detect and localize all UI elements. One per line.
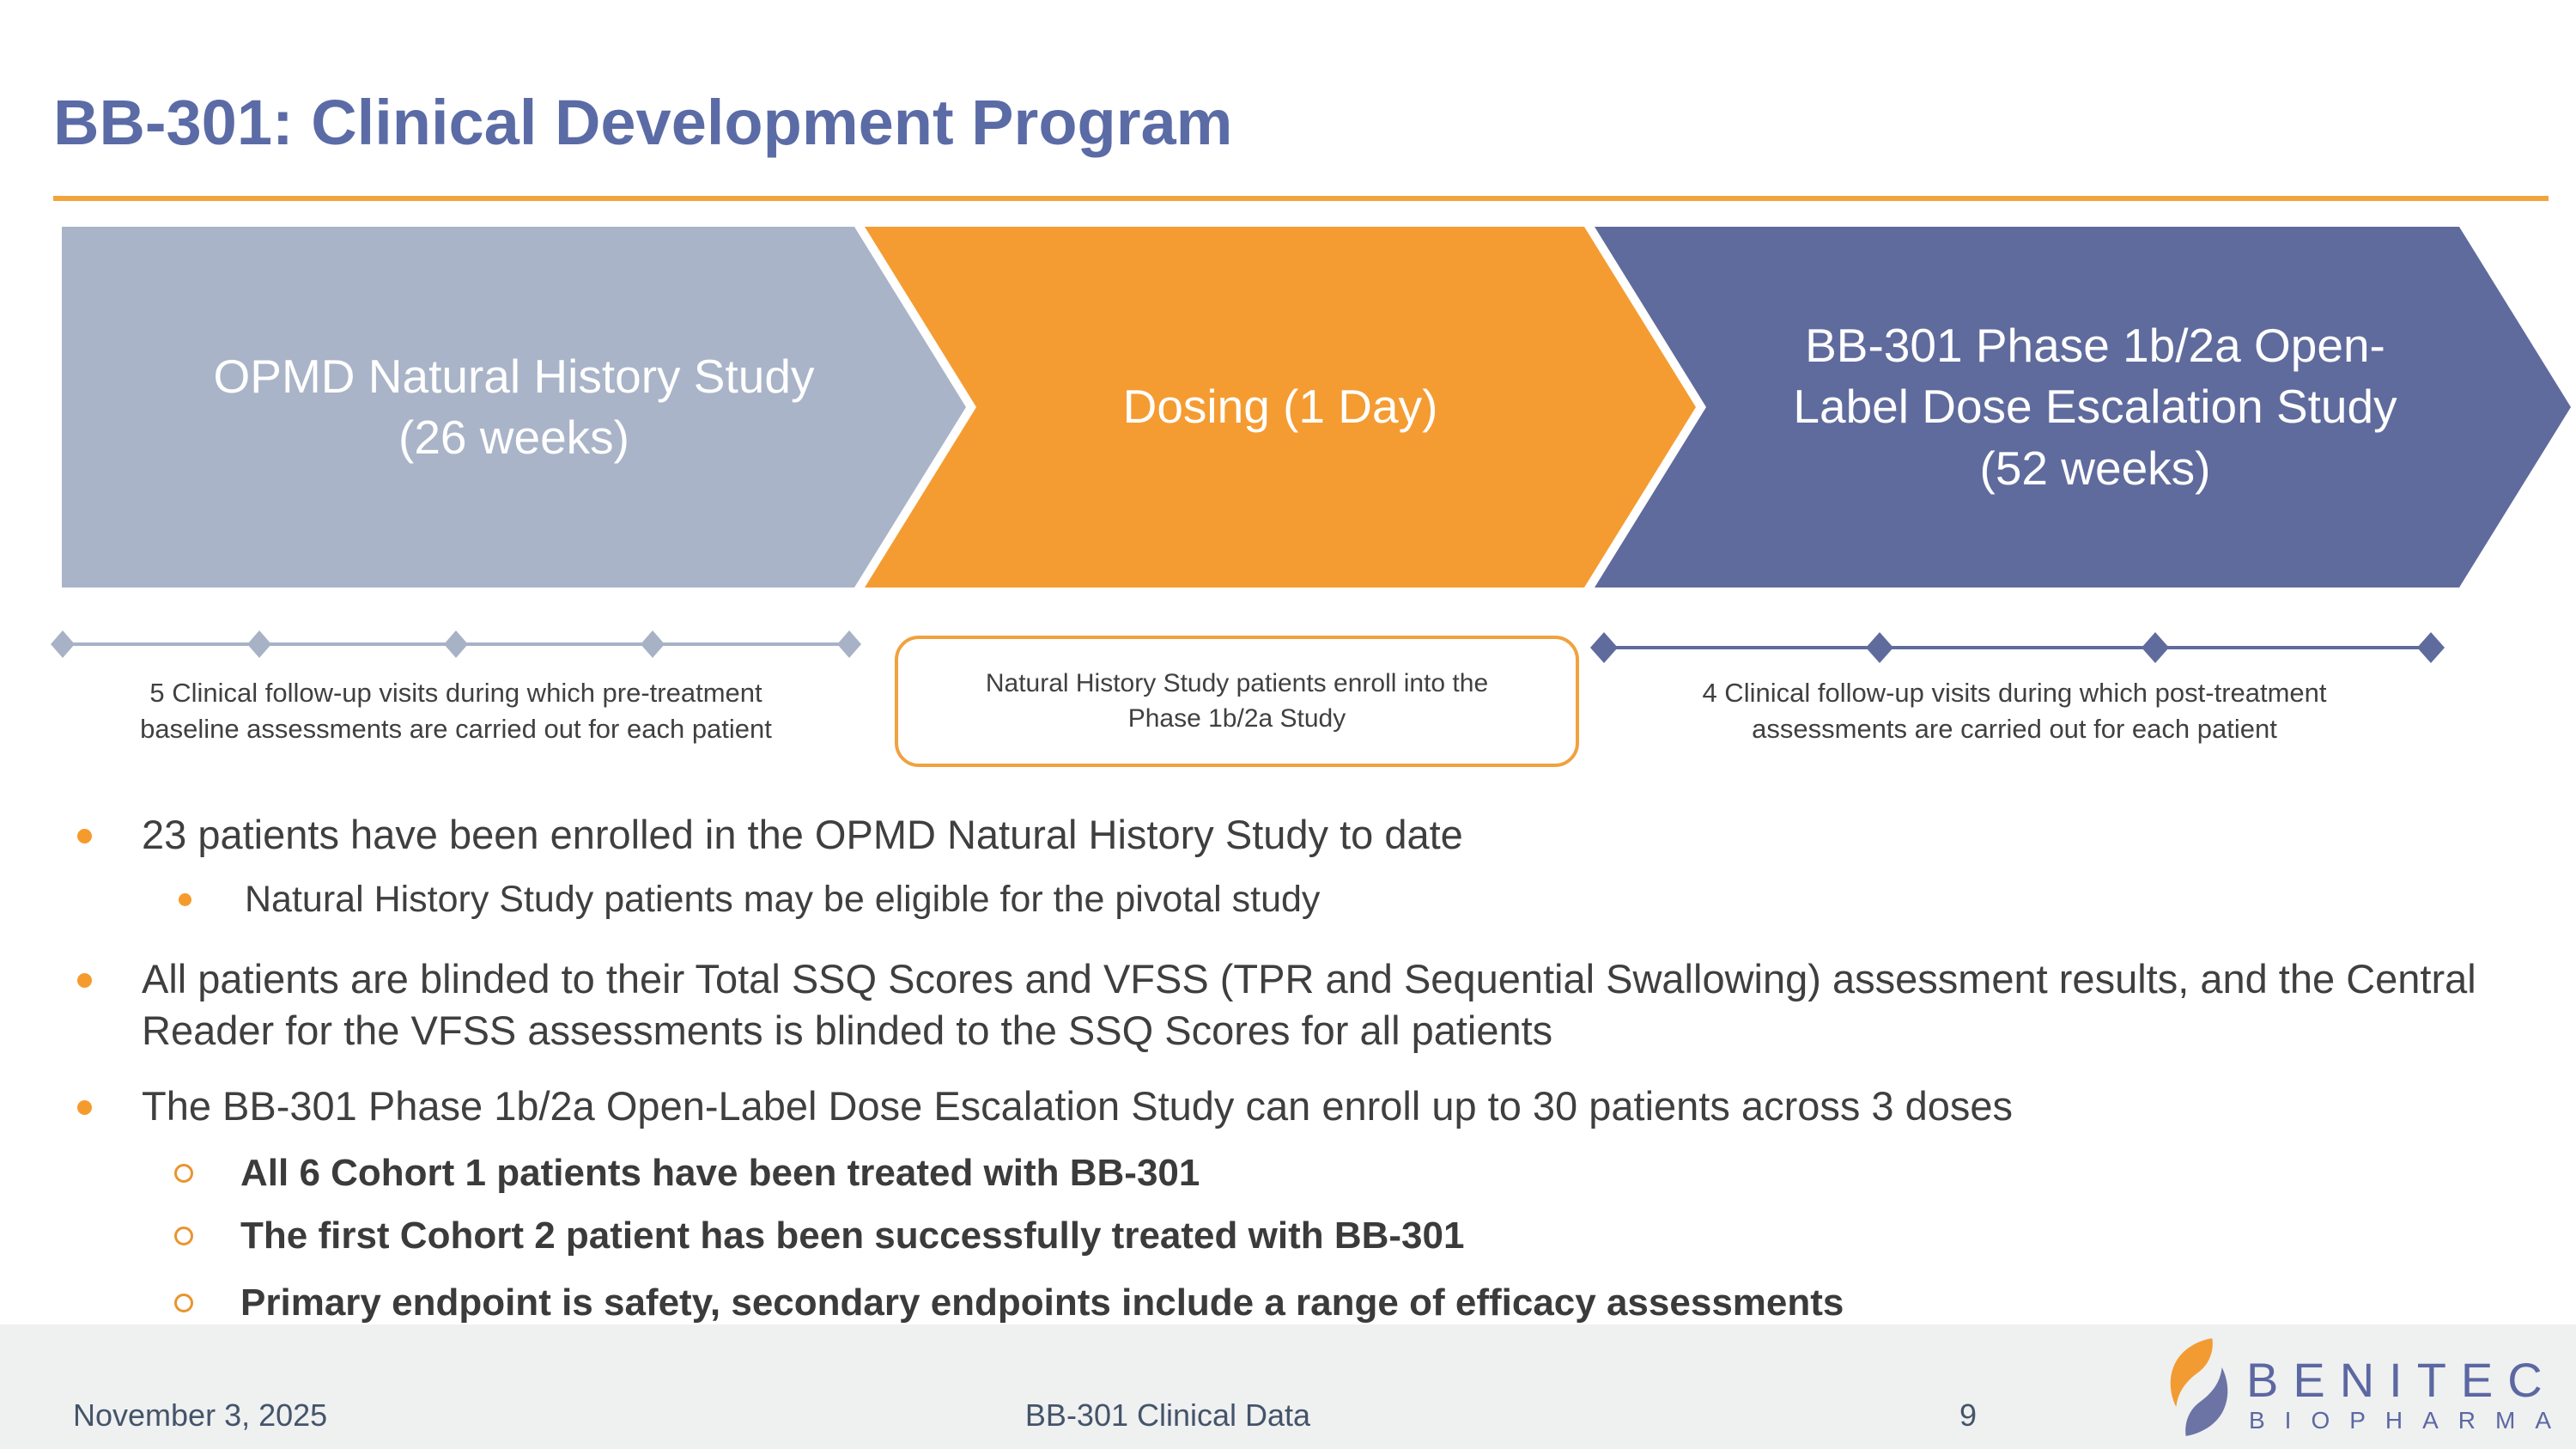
enrollment-note-box: Natural History Study patients enroll in… — [895, 636, 1579, 767]
bullet-dot-icon — [77, 973, 92, 988]
stage-label-dose-escalation: BB-301 Phase 1b/2a Open- Label Dose Esca… — [1793, 318, 2397, 495]
logo-tagline: BIOPHARMA — [2249, 1407, 2572, 1434]
post-treatment-visit-timeline — [1590, 632, 2445, 663]
stage-shape-natural-history — [62, 227, 966, 588]
list-item: The BB-301 Phase 1b/2a Open-Label Dose E… — [0, 1081, 2533, 1132]
stage-shape-dosing — [865, 227, 1696, 588]
benitec-helix-icon — [2170, 1338, 2228, 1436]
list-item: All 6 Cohort 1 patients have been treate… — [0, 1149, 2533, 1197]
stage-label-dosing: Dosing (1 Day) — [1122, 380, 1438, 434]
stage-label-natural-history: OPMD Natural History Study (26 weeks) — [213, 349, 815, 465]
bullet-circle-icon — [174, 1227, 193, 1245]
pre-treatment-visit-timeline — [51, 630, 861, 658]
pre-treatment-caption: 5 Clinical follow-up visits during which… — [140, 678, 772, 744]
list-item: All patients are blinded to their Total … — [0, 953, 2533, 1056]
list-item: 23 patients have been enrolled in the OP… — [0, 809, 2533, 861]
logo-wordmark: BENITEC — [2246, 1353, 2557, 1407]
title-underline — [53, 196, 2549, 201]
visit-diamond — [51, 630, 75, 658]
stage-shape-dose-escalation — [1595, 227, 2571, 588]
bullet-dot-icon — [77, 829, 92, 843]
list-item: Primary endpoint is safety, secondary en… — [0, 1279, 2533, 1327]
benitec-logo: BENITEC BIOPHARMA — [2164, 1333, 2559, 1440]
post-treatment-caption: 4 Clinical follow-up visits during which… — [1702, 678, 2327, 744]
slide-title: BB-301: Clinical Development Program — [53, 87, 1233, 158]
process-chevrons — [62, 227, 2571, 588]
bullet-dot-icon — [77, 1100, 92, 1115]
visit-diamond — [2142, 632, 2169, 663]
footer-date: November 3, 2025 — [73, 1397, 328, 1433]
bullet-dot-icon — [179, 893, 191, 906]
bullet-circle-icon — [174, 1294, 193, 1312]
bullet-circle-icon — [174, 1164, 193, 1183]
footer-presentation-label: BB-301 Clinical Data — [1024, 1397, 1311, 1433]
visit-diamond — [444, 630, 468, 658]
visit-diamond — [1590, 632, 1618, 663]
list-item: The first Cohort 2 patient has been succ… — [0, 1212, 2533, 1260]
footer-page-number: 9 — [1959, 1397, 1978, 1433]
footer — [0, 1324, 2576, 1449]
list-item: Natural History Study patients may be el… — [0, 875, 2533, 923]
visit-diamond — [641, 630, 665, 658]
visit-diamond — [247, 630, 271, 658]
visit-diamond — [1866, 632, 1893, 663]
visit-diamond — [837, 630, 861, 658]
visit-diamond — [2417, 632, 2445, 663]
